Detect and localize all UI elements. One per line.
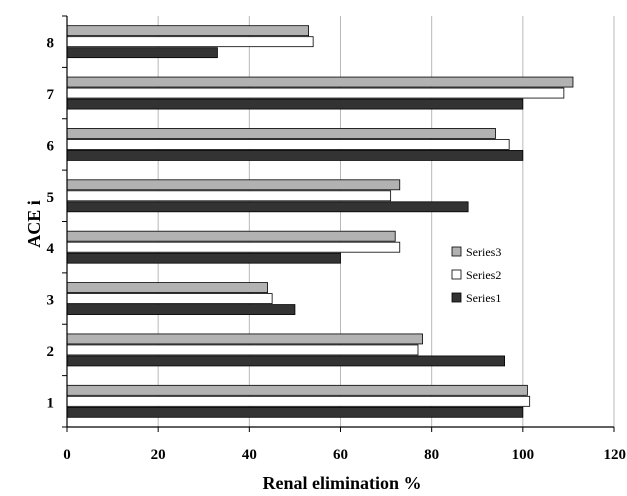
legend-label-series1: Series1 <box>466 291 501 305</box>
bar-series3-7 <box>66 76 574 88</box>
bar-series2-4 <box>66 241 401 253</box>
bar-series1-3 <box>66 304 296 315</box>
y-tick-label: 6 <box>47 138 55 154</box>
y-tick-label: 4 <box>47 241 55 257</box>
bar-series3-1 <box>66 384 528 396</box>
x-tick-label: 20 <box>151 447 166 463</box>
bar-series1-8 <box>66 47 218 59</box>
y-tick-label: 3 <box>47 293 55 309</box>
x-tick-label: 40 <box>242 447 257 463</box>
y-tick-label: 2 <box>47 344 55 360</box>
bar-series1-7 <box>66 98 524 110</box>
legend-swatch-series3 <box>451 246 462 257</box>
bar-series2-6 <box>66 139 510 150</box>
bar-series2-3 <box>66 293 273 304</box>
axes <box>62 15 615 432</box>
x-tick-label: 100 <box>512 447 535 463</box>
legend-label-series3: Series3 <box>466 245 501 259</box>
bar-series1-5 <box>66 201 469 213</box>
y-tick-label: 5 <box>47 190 55 206</box>
y-axis-title: ACE i <box>24 200 44 248</box>
bar-series2-2 <box>66 344 419 356</box>
y-tick-labels: 8 7 6 5 4 3 2 1 <box>47 36 55 412</box>
x-tick-label: 80 <box>424 447 439 463</box>
y-tick-label: 1 <box>47 395 55 411</box>
bar-series1-4 <box>66 252 341 264</box>
bar-series3-4 <box>66 230 396 242</box>
bar-series3-3 <box>66 282 268 293</box>
bar-series3-2 <box>66 333 423 345</box>
x-tick-label: 120 <box>604 447 627 463</box>
bar-series2-5 <box>66 190 392 202</box>
x-axis-title: Renal elimination % <box>262 473 421 493</box>
legend: Series3 Series2 Series1 <box>451 245 501 305</box>
y-tick-label: 8 <box>47 36 55 52</box>
bar-series2-1 <box>66 395 531 407</box>
bar-series2-8 <box>66 36 314 48</box>
legend-swatch-series2 <box>451 269 462 280</box>
x-tick-label: 60 <box>333 447 348 463</box>
bar-series2-7 <box>66 87 565 99</box>
x-tick-labels: 0 20 40 60 80 100 120 <box>63 447 626 463</box>
legend-label-series2: Series2 <box>466 268 501 282</box>
x-tick-label: 0 <box>63 447 71 463</box>
bar-series1-2 <box>66 355 506 367</box>
legend-swatch-series1 <box>451 292 462 303</box>
bar-series1-6 <box>66 150 524 161</box>
bar-series3-5 <box>66 179 401 191</box>
bar-series3-6 <box>66 128 496 139</box>
bars <box>66 25 574 418</box>
y-tick-label: 7 <box>47 87 55 103</box>
bar-series1-1 <box>66 406 524 418</box>
bar-series3-8 <box>66 25 309 37</box>
